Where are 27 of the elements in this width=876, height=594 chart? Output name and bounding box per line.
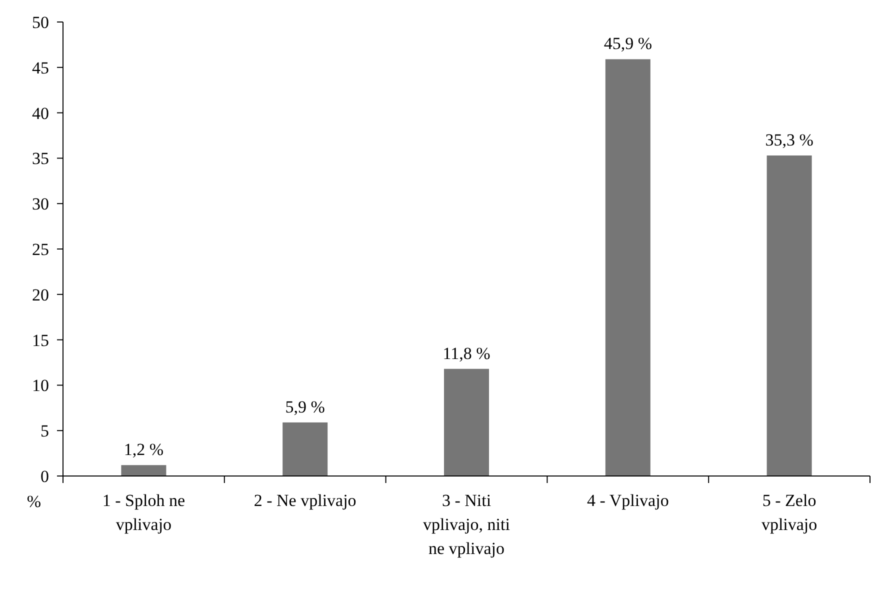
y-tick-label: 35 xyxy=(32,149,49,168)
y-tick-label: 5 xyxy=(40,422,49,441)
bar xyxy=(605,59,650,476)
bar xyxy=(282,422,328,476)
data-label: 45,9 % xyxy=(604,34,652,54)
y-tick-label: 20 xyxy=(32,285,49,304)
y-tick-label: 15 xyxy=(32,330,49,350)
x-tick-label: 5 - Zelo vplivajo xyxy=(761,491,818,534)
y-tick-label: 0 xyxy=(40,466,49,486)
y-tick-label: 40 xyxy=(32,104,49,123)
x-tick-label: 3 - Niti vplivajo, niti ne vplivajo xyxy=(423,491,510,558)
y-tick-label: 45 xyxy=(32,58,49,78)
y-tick-label: 50 xyxy=(32,12,49,32)
data-label: 5,9 % xyxy=(285,397,325,416)
y-tick-label: 30 xyxy=(32,194,49,214)
data-label: 35,3 % xyxy=(765,130,814,150)
bar xyxy=(444,368,489,476)
y-axis-title: % xyxy=(26,492,42,511)
data-label: 11,8 % xyxy=(442,344,490,363)
bar xyxy=(766,155,812,476)
x-tick-label: 1 - Sploh ne vplivajo xyxy=(102,491,186,534)
x-tick-label: 2 - Ne vplivajo xyxy=(254,491,356,510)
y-tick-label: 10 xyxy=(32,376,49,396)
y-tick-label: 25 xyxy=(32,240,49,259)
x-tick-label: 4 - Vplivajo xyxy=(586,491,669,510)
bar xyxy=(121,465,166,476)
data-label: 1,2 % xyxy=(124,440,164,460)
